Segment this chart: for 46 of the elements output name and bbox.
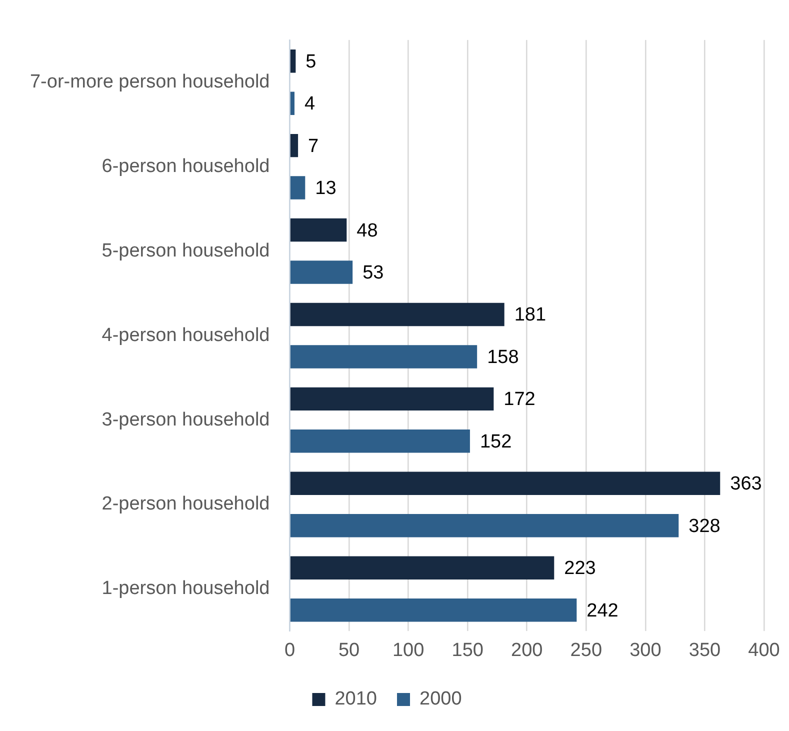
data-label: 363 — [730, 474, 762, 495]
data-label: 152 — [480, 431, 512, 452]
data-label: 172 — [504, 389, 536, 410]
x-tick-label: 350 — [688, 640, 721, 661]
bar — [290, 176, 306, 200]
data-label: 48 — [356, 220, 378, 242]
data-label: 5 — [306, 51, 316, 72]
legend-label: 2010 — [334, 688, 378, 710]
bar — [290, 302, 504, 326]
y-tick-label: 1-person household — [102, 578, 270, 600]
bar — [290, 50, 296, 73]
x-tick-label: 150 — [452, 640, 484, 661]
bar — [290, 345, 478, 368]
data-label: 7 — [308, 136, 319, 157]
bar — [290, 472, 720, 496]
bar — [290, 260, 353, 284]
data-label: 13 — [315, 178, 336, 200]
x-tick-label: 400 — [748, 640, 780, 661]
bar — [290, 556, 554, 580]
bar — [290, 598, 577, 622]
x-tick-label: 0 — [284, 640, 296, 661]
data-label: 158 — [487, 346, 519, 368]
bar — [290, 387, 494, 411]
bar — [290, 134, 298, 158]
data-label: 242 — [586, 600, 618, 622]
x-tick-label: 300 — [630, 640, 662, 661]
legend-label: 2000 — [420, 688, 462, 710]
bar — [290, 514, 679, 538]
y-tick-label: 3-person household — [102, 409, 270, 430]
y-tick-label: 4-person household — [102, 324, 270, 346]
y-tick-label: 2-person household — [102, 494, 270, 515]
data-label: 223 — [564, 558, 596, 580]
bar — [290, 218, 347, 242]
x-tick-label: 100 — [392, 640, 424, 661]
data-label: 53 — [362, 262, 384, 284]
y-tick-label: 7-or-more person household — [30, 71, 270, 92]
bar — [290, 430, 470, 453]
data-label: 181 — [514, 304, 546, 326]
data-label: 4 — [304, 94, 316, 115]
bar — [290, 92, 294, 115]
y-tick-label: 5-person household — [102, 240, 270, 262]
data-label: 328 — [688, 516, 720, 537]
x-tick-label: 50 — [338, 640, 360, 661]
y-tick-label: 6-person household — [102, 156, 270, 177]
x-tick-label: 250 — [570, 640, 602, 661]
x-tick-label: 200 — [511, 640, 543, 661]
